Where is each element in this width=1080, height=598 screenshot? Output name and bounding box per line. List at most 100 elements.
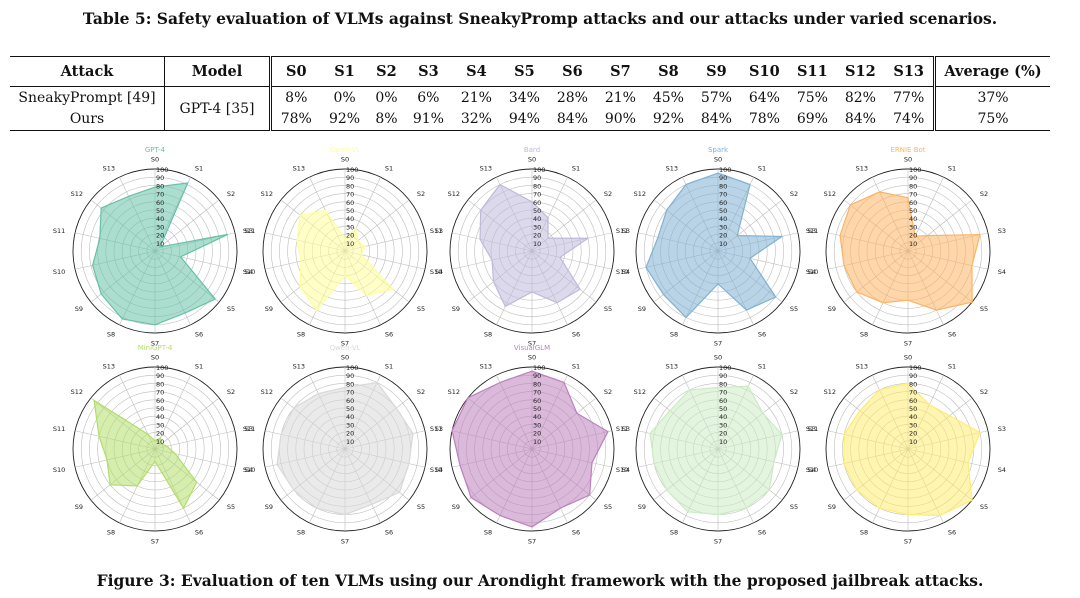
radar-tick-label: 80 bbox=[156, 182, 164, 190]
radar-tick-label: 70 bbox=[156, 389, 164, 397]
radar-axis-label: S12 bbox=[261, 388, 273, 396]
radar-axis-label: S1 bbox=[758, 363, 766, 371]
radar-axis-label: S6 bbox=[758, 330, 766, 338]
radar-tick-label: 70 bbox=[909, 191, 917, 199]
radar-axis-label: S3 bbox=[435, 227, 443, 235]
header-s2: S2 bbox=[368, 56, 405, 87]
radar-axis-label: S9 bbox=[828, 503, 836, 511]
radar-axis-label: S11 bbox=[53, 227, 65, 235]
radar-axis-label: S13 bbox=[856, 165, 868, 173]
radar-tick-label: 50 bbox=[156, 207, 164, 215]
radar-tick-label: 40 bbox=[156, 215, 164, 223]
radar-axis-label: S9 bbox=[75, 503, 83, 511]
radar-axis-label: S8 bbox=[484, 528, 492, 536]
radar-series-polygon bbox=[276, 381, 414, 516]
radar-tick-label: 100 bbox=[909, 364, 921, 372]
radar-axis-label: S6 bbox=[572, 528, 580, 536]
radar-axis-label: S3 bbox=[622, 425, 630, 433]
radar-axis-label: S0 bbox=[714, 156, 722, 164]
radar-tick-label: 20 bbox=[346, 232, 354, 240]
radar-tick-label: 90 bbox=[346, 372, 354, 380]
table-caption: Table 5: Safety evaluation of VLMs again… bbox=[82, 9, 998, 28]
row-model: GPT-4 [35] bbox=[164, 86, 272, 131]
radar-tick-label: 50 bbox=[909, 207, 917, 215]
radar-tick-label: 10 bbox=[346, 240, 354, 248]
radar-axis-label: S4 bbox=[245, 466, 253, 474]
radar-axis-label: S1 bbox=[948, 165, 956, 173]
radar-tick-label: 10 bbox=[346, 438, 354, 446]
radar-series-polygon bbox=[451, 370, 609, 528]
cell-value: 92% bbox=[320, 108, 369, 131]
cell-value: 78% bbox=[270, 108, 321, 131]
radar-tick-label: 60 bbox=[533, 397, 541, 405]
radar-tick-label: 60 bbox=[533, 199, 541, 207]
cell-value: 0% bbox=[333, 89, 356, 106]
radar-axis-label: S11 bbox=[430, 227, 442, 235]
radar-tick-label: 50 bbox=[533, 207, 541, 215]
radar-axis-label: S8 bbox=[297, 528, 305, 536]
radar-axis-label: S4 bbox=[245, 268, 253, 276]
table-header-row: Attack Model S0 S1 S2 S3 S4 S5 S6 S7 S8 … bbox=[10, 56, 1050, 87]
radar-tick-label: 50 bbox=[909, 405, 917, 413]
radar-axis-label: S12 bbox=[824, 388, 836, 396]
radar-axis-label: S9 bbox=[638, 503, 646, 511]
radar-tick-label: 50 bbox=[156, 405, 164, 413]
radar-tick-label: 60 bbox=[719, 397, 727, 405]
radar-axis-label: S4 bbox=[435, 268, 443, 276]
radar-axis-label: S11 bbox=[806, 227, 818, 235]
radar-axis-label: S5 bbox=[790, 503, 798, 511]
radar-axis-label: S1 bbox=[948, 363, 956, 371]
radar-tick-label: 30 bbox=[346, 223, 354, 231]
radar-axis-label: S5 bbox=[790, 305, 798, 313]
cell-value: 64% bbox=[748, 89, 780, 106]
cell-value: 28% bbox=[556, 89, 588, 106]
radar-axis-label: S9 bbox=[75, 305, 83, 313]
cell-value: 77% bbox=[893, 89, 925, 106]
radar-tick-label: 60 bbox=[156, 397, 164, 405]
radar-axis-label: S13 bbox=[856, 363, 868, 371]
radar-series-polygon bbox=[839, 191, 981, 311]
table-row: SneakyPrompt [49] GPT-4 [35] 8% 0% 0% 6%… bbox=[10, 86, 1050, 131]
radar-tick-label: 100 bbox=[156, 364, 168, 372]
radar-tick-label: 20 bbox=[909, 232, 917, 240]
radar-tick-label: 70 bbox=[156, 191, 164, 199]
cell-value: 75% bbox=[796, 89, 828, 106]
radar-axis-label: S2 bbox=[790, 190, 798, 198]
radar-tick-label: 30 bbox=[156, 421, 164, 429]
radar-tick-label: 50 bbox=[719, 207, 727, 215]
radar-tick-label: 90 bbox=[156, 372, 164, 380]
radar-tick-label: 100 bbox=[533, 364, 545, 372]
header-s4: S4 bbox=[452, 56, 501, 87]
radar-tick-label: 30 bbox=[909, 421, 917, 429]
radar-axis-label: S10 bbox=[806, 466, 818, 474]
radar-axis-label: S4 bbox=[622, 268, 630, 276]
radar-axis-label: S11 bbox=[430, 425, 442, 433]
header-s8: S8 bbox=[644, 56, 693, 87]
radar-axis-label: S8 bbox=[484, 330, 492, 338]
radar-tick-label: 40 bbox=[346, 215, 354, 223]
radar-axis-label: S10 bbox=[243, 268, 255, 276]
radar-tick-label: 20 bbox=[156, 430, 164, 438]
table-row: Ours 78% 92% 8% 91% 32% 94% 84% 90% 92% … bbox=[10, 108, 1050, 131]
radar-tick-label: 20 bbox=[533, 430, 541, 438]
radar-axis-label: S8 bbox=[297, 330, 305, 338]
radar-tick-label: 10 bbox=[156, 240, 164, 248]
radar-axis-label: S2 bbox=[604, 388, 612, 396]
radar-tick-label: 100 bbox=[533, 166, 545, 174]
radar-tick-label: 80 bbox=[346, 380, 354, 388]
radar-series-polygon bbox=[296, 209, 395, 312]
radar-axis-label: S13 bbox=[480, 165, 492, 173]
radar-axis-label: S9 bbox=[452, 305, 460, 313]
radar-tick-label: 70 bbox=[533, 191, 541, 199]
radar-axis-label: S7 bbox=[341, 538, 349, 546]
radar-tick-label: 80 bbox=[909, 380, 917, 388]
radar-tick-label: 40 bbox=[909, 215, 917, 223]
radar-tick-label: 40 bbox=[909, 413, 917, 421]
radar-tick-label: 60 bbox=[719, 199, 727, 207]
radar-tick-label: 30 bbox=[156, 223, 164, 231]
